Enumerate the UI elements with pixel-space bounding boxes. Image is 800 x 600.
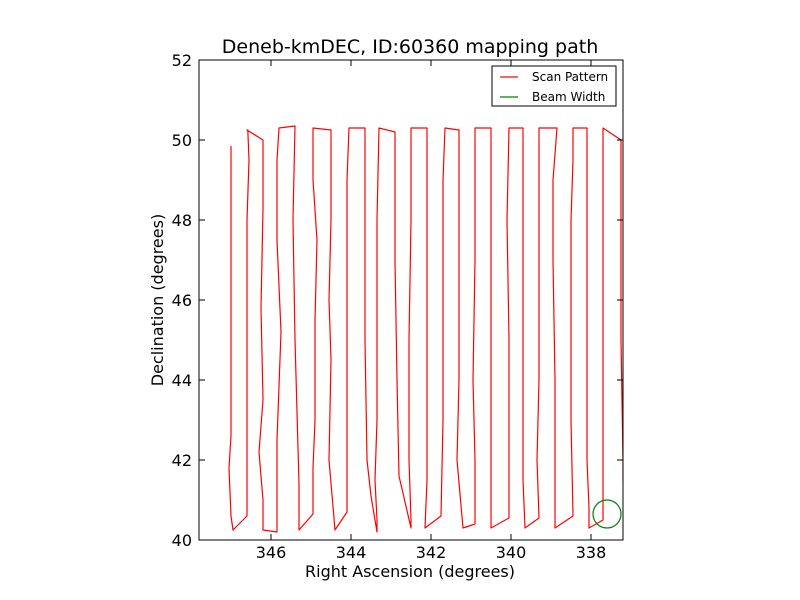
beam-width-circle [592, 499, 622, 529]
y-tick-label: 44 [172, 371, 192, 390]
y-tick-label: 40 [172, 531, 192, 550]
chart-title: Deneb-kmDEC, ID:60360 mapping path [222, 36, 598, 58]
y-tick-label: 50 [172, 131, 192, 150]
plot-area [228, 125, 623, 533]
y-tick-label: 46 [172, 291, 192, 310]
y-axis-label: Declination (degrees) [148, 214, 167, 386]
legend-box [491, 65, 617, 107]
y-tick-label: 42 [172, 451, 192, 470]
legend: Scan Pattern Beam Width [491, 65, 617, 107]
legend-label: Beam Width [532, 90, 605, 104]
x-tick-label: 346 [256, 543, 287, 562]
legend-label: Scan Pattern [532, 70, 608, 84]
x-tick-label: 342 [416, 543, 447, 562]
scan-pattern-line [228, 125, 623, 533]
x-tick-label: 340 [496, 543, 527, 562]
x-axis-label: Right Ascension (degrees) [305, 562, 515, 581]
x-tick-label: 338 [576, 543, 607, 562]
x-tick-label: 344 [336, 543, 367, 562]
axes: 346 344 342 340 338 40 42 44 46 48 50 52 [172, 51, 624, 562]
y-tick-label: 52 [172, 51, 192, 70]
y-tick-label: 48 [172, 211, 192, 230]
